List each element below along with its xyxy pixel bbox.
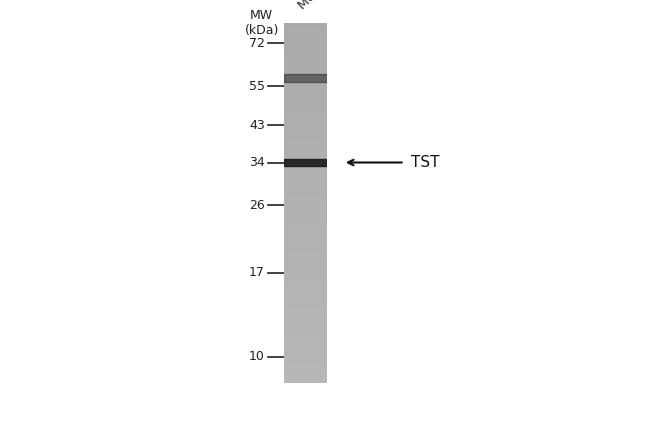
Text: 10: 10 bbox=[249, 351, 265, 363]
Text: 55: 55 bbox=[249, 80, 265, 92]
Text: Mouse liver: Mouse liver bbox=[296, 0, 356, 12]
Bar bbox=[285, 159, 326, 166]
Text: 34: 34 bbox=[249, 156, 265, 169]
Text: 72: 72 bbox=[249, 37, 265, 50]
Text: 43: 43 bbox=[249, 119, 265, 132]
Bar bbox=[285, 74, 326, 81]
Text: MW
(kDa): MW (kDa) bbox=[244, 10, 279, 38]
Text: TST: TST bbox=[411, 155, 439, 170]
Text: 26: 26 bbox=[249, 199, 265, 212]
Text: 17: 17 bbox=[249, 266, 265, 279]
